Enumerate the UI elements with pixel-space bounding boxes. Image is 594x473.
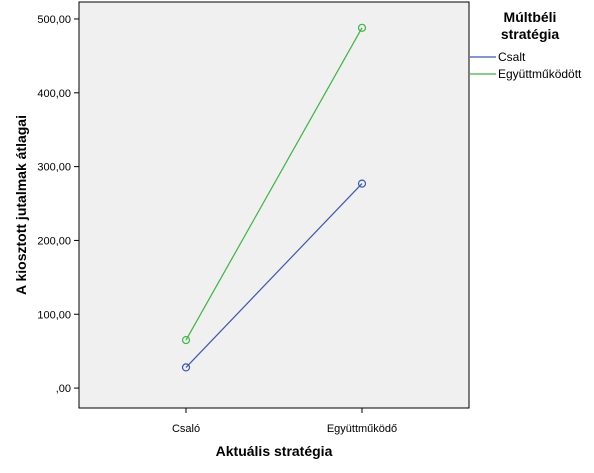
series-line-1 [185,183,363,368]
legend-label-1: Csalt [498,50,526,64]
y-tick-label: 100,00 [37,309,71,321]
x-tick-label: Együttműködő [327,423,397,435]
series-2-point [357,23,367,32]
y-axis: ,00 100,00 200,00 300,00 400,00 500,00 [37,14,79,395]
y-tick-label: 200,00 [37,235,71,247]
series-1-point [181,363,191,372]
y-tick-label: ,00 [56,383,71,395]
legend-title-line-2: stratégia [501,26,560,42]
y-tick-label: 400,00 [37,88,71,100]
series-2-point [181,335,191,345]
y-tick-label: 500,00 [37,14,71,26]
legend-label-2: Együttműködött [498,67,582,81]
y-tick-label: 300,00 [37,162,71,174]
series-layer [181,23,367,372]
x-tick-label: Csaló [172,423,200,435]
plot-area [78,1,470,409]
legend: Múltbéli stratégia Csalt Együttműködött [470,9,582,81]
x-axis: Csaló Együttműködő [172,408,397,435]
y-axis-title: A kiosztott jutalmak átlagai [13,115,29,295]
series-line-2 [185,27,363,341]
legend-title-line-1: Múltbéli [504,9,557,25]
x-axis-title: Aktuális stratégia [216,443,333,459]
series-1-point [357,179,367,188]
